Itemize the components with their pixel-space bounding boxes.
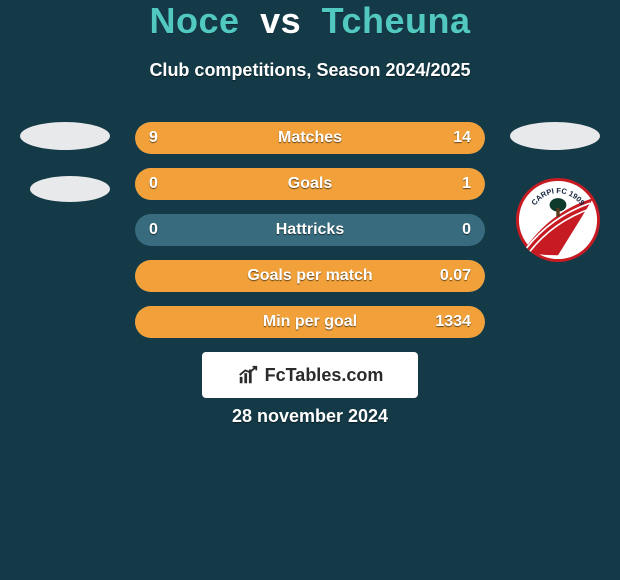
stat-rows: 914Matches 01Goals 00Hattricks 0.07Goals pe…	[135, 122, 485, 352]
comparison-title: Noce vs Tcheuna	[0, 0, 620, 42]
player2-name: Tcheuna	[322, 0, 471, 41]
stat-label: Goals per match	[135, 260, 485, 292]
subtitle: Club competitions, Season 2024/2025	[0, 60, 620, 81]
player1-club-placeholder	[30, 176, 110, 202]
stat-label: Hattricks	[135, 214, 485, 246]
player2-avatar-placeholder	[510, 122, 600, 150]
vs-label: vs	[260, 0, 301, 41]
watermark-chart-icon	[237, 364, 259, 386]
stat-row: 0.07Goals per match	[135, 260, 485, 292]
player1-name: Noce	[150, 0, 240, 41]
player1-avatar-placeholder	[20, 122, 110, 150]
stat-label: Min per goal	[135, 306, 485, 338]
player2-club-badge: CARPI FC 1909	[516, 178, 600, 262]
club-badge-icon: CARPI FC 1909	[516, 178, 600, 262]
watermark-text: FcTables.com	[265, 365, 384, 386]
date-label: 28 november 2024	[0, 406, 620, 427]
stat-row: 1334Min per goal	[135, 306, 485, 338]
watermark: FcTables.com	[202, 352, 418, 398]
stat-row: 01Goals	[135, 168, 485, 200]
stat-label: Goals	[135, 168, 485, 200]
stat-label: Matches	[135, 122, 485, 154]
stat-row: 914Matches	[135, 122, 485, 154]
stat-row: 00Hattricks	[135, 214, 485, 246]
